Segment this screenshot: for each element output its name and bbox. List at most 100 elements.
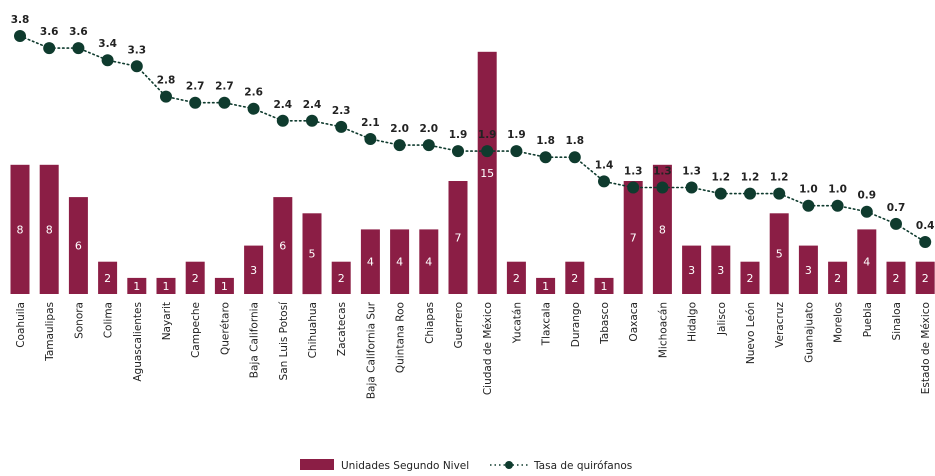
bar-21 — [623, 181, 643, 294]
rate-point-9 — [276, 114, 289, 127]
categories-layer: Coahuila Tamaulipas Sonora Colima Aguascalie… — [15, 301, 932, 399]
bar-17 — [506, 261, 526, 294]
bar-label-28: 2 — [834, 272, 841, 285]
rate-point-24 — [714, 187, 727, 200]
rate-point-16 — [481, 145, 494, 158]
rate-label-30: 0.7 — [887, 202, 906, 214]
category-label-19: Durango — [570, 302, 582, 347]
rate-point-3 — [101, 54, 114, 67]
category-label-1: Tamaulipas — [44, 302, 56, 362]
rate-point-17 — [510, 145, 523, 158]
bar-5 — [156, 277, 176, 294]
rate-point-11 — [335, 120, 348, 133]
category-label-24: Jalisco — [716, 302, 728, 336]
bar-7 — [214, 277, 234, 294]
rate-label-4: 3.3 — [127, 44, 146, 56]
rate-point-30 — [890, 217, 902, 230]
category-label-17: Yucatán — [511, 302, 523, 344]
category-label-10: Chihuahua — [307, 302, 319, 358]
rate-point-0 — [14, 30, 26, 42]
bar-label-1: 8 — [46, 223, 53, 236]
bar-15 — [448, 181, 468, 294]
bar-3 — [98, 261, 118, 294]
bar-labels-layer: 8 8 6 2 1 1 2 1 3 6 5 2 4 4 4 7 15 2 1 2 1 7 8 3 3 2 5 3 2 4 2 2 — [17, 167, 929, 293]
bar-4 — [127, 277, 147, 294]
rate-label-31: 0.4 — [916, 220, 935, 232]
category-label-16: Ciudad de México — [482, 302, 494, 395]
bar-20 — [594, 277, 614, 294]
bar-label-24: 3 — [717, 264, 724, 277]
rate-label-24: 1.2 — [711, 172, 730, 184]
category-label-15: Guerrero — [453, 302, 465, 348]
bar-label-30: 2 — [893, 272, 900, 285]
bar-label-0: 8 — [17, 223, 24, 236]
category-label-6: Campeche — [190, 302, 202, 358]
bar-label-14: 4 — [425, 256, 432, 269]
rate-point-23 — [685, 181, 698, 194]
rate-label-10: 2.4 — [303, 99, 322, 111]
category-label-2: Sonora — [73, 302, 85, 339]
rate-point-4 — [130, 60, 143, 73]
rate-label-1: 3.6 — [40, 26, 59, 38]
bar-label-11: 2 — [338, 272, 345, 285]
rate-label-18: 1.8 — [536, 135, 555, 147]
legend-line-label: Tasa de quirófanos — [533, 460, 632, 472]
bar-label-5: 1 — [163, 280, 170, 293]
rate-label-3: 3.4 — [98, 38, 117, 50]
bars-layer — [10, 51, 935, 295]
bar-10 — [302, 213, 322, 295]
rate-label-16: 1.9 — [478, 129, 497, 141]
category-label-28: Morelos — [833, 302, 845, 343]
bar-8 — [244, 245, 264, 294]
line-layer — [14, 30, 932, 248]
legend: Unidades Segundo Nivel Tasa de quirófanos — [300, 459, 632, 472]
rate-label-0: 3.8 — [11, 14, 30, 26]
bar-24 — [711, 245, 731, 294]
bar-2 — [68, 197, 88, 294]
bar-13 — [390, 229, 410, 294]
bar-23 — [682, 245, 702, 294]
bar-label-29: 4 — [863, 256, 870, 269]
bar-27 — [798, 245, 818, 294]
category-label-12: Baja California Sur — [365, 301, 377, 399]
bar-18 — [536, 277, 556, 294]
bar-label-27: 3 — [805, 264, 812, 277]
rate-point-8 — [247, 102, 260, 115]
bar-0 — [10, 164, 30, 294]
bar-label-4: 1 — [133, 280, 140, 293]
bar-9 — [273, 197, 293, 294]
bar-label-26: 5 — [776, 248, 783, 261]
rate-point-19 — [568, 151, 581, 164]
rate-point-6 — [189, 96, 202, 109]
bar-30 — [886, 261, 906, 294]
bar-label-9: 6 — [279, 240, 286, 253]
category-label-27: Guanajuato — [803, 302, 815, 363]
rate-label-14: 2.0 — [419, 123, 438, 135]
rate-point-12 — [364, 133, 377, 145]
bar-label-12: 4 — [367, 256, 374, 269]
category-label-30: Sinaloa — [891, 302, 903, 340]
rate-point-31 — [919, 236, 932, 248]
rate-label-19: 1.8 — [565, 135, 584, 147]
rate-label-28: 1.0 — [828, 184, 847, 196]
bar-26 — [769, 213, 789, 295]
rate-point-18 — [539, 151, 552, 164]
rate-label-2: 3.6 — [69, 26, 88, 38]
bar-label-6: 2 — [192, 272, 199, 285]
bar-label-3: 2 — [104, 272, 111, 285]
category-label-22: Michoacán — [657, 302, 669, 358]
bar-31 — [915, 261, 935, 294]
category-label-8: Baja California — [249, 302, 261, 378]
rate-point-29 — [860, 205, 873, 218]
category-label-7: Querétaro — [219, 302, 231, 355]
category-label-31: Estado de México — [920, 302, 932, 394]
rate-label-22: 1.3 — [653, 166, 672, 178]
rate-label-27: 1.0 — [799, 184, 818, 196]
rate-label-6: 2.7 — [186, 81, 205, 93]
bar-11 — [331, 261, 351, 294]
rate-label-25: 1.2 — [741, 172, 760, 184]
rate-point-20 — [598, 175, 610, 188]
bar-label-21: 7 — [630, 232, 637, 245]
